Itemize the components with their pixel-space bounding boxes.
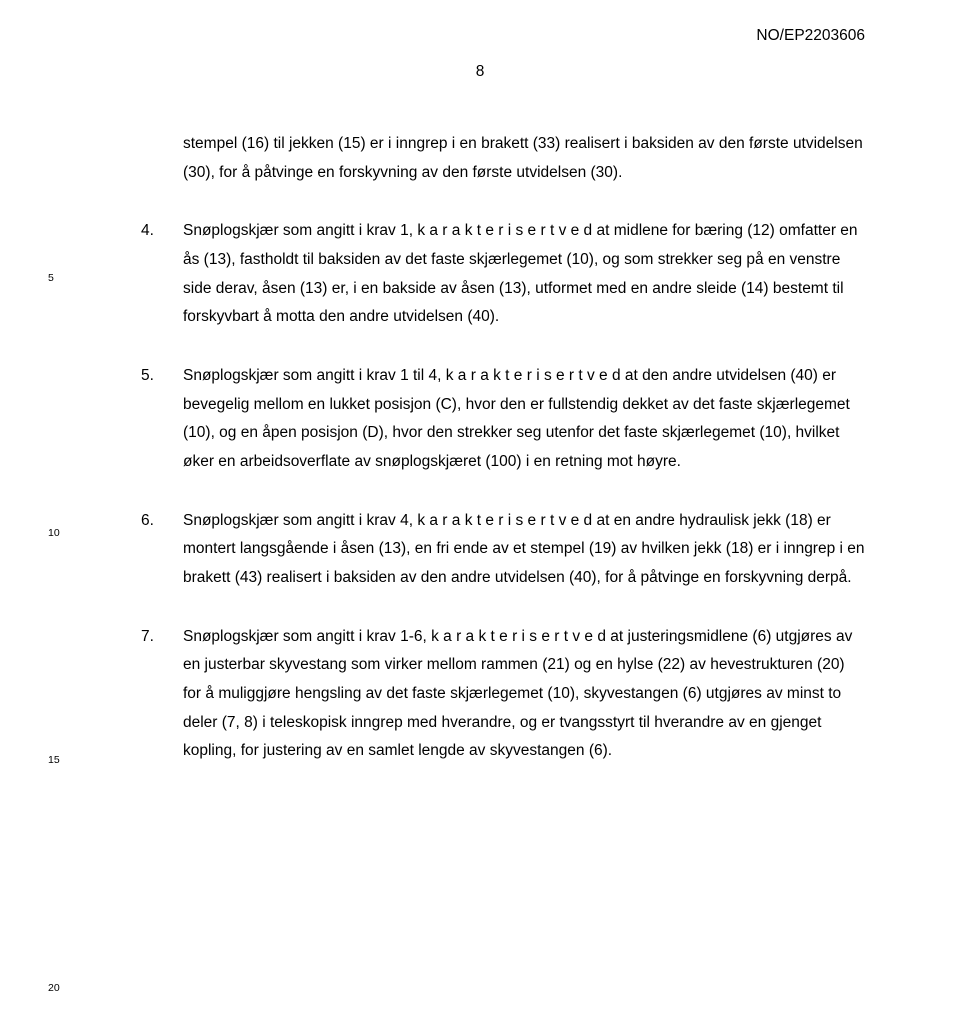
claim-7: 7. Snøplogskjær som angitt i krav 1-6, k…	[115, 623, 865, 766]
claim-5: 5. Snøplogskjær som angitt i krav 1 til …	[115, 362, 865, 477]
claim-body: Snøplogskjær som angitt i krav 1 til 4, …	[183, 362, 865, 477]
claim-characterized: k a r a k t e r i s e r t v e d	[417, 512, 596, 529]
claim-characterized: k a r a k t e r i s e r t v e d	[431, 628, 610, 645]
claim-text: at justeringsmidlene (6) utgjøres av en …	[183, 628, 852, 760]
claim-body: Snøplogskjær som angitt i krav 4, k a r …	[183, 507, 865, 593]
claim-lead: Snøplogskjær som angitt i krav 1 til 4,	[183, 367, 446, 384]
continuation-text: stempel (16) til jekken (15) er i inngre…	[183, 135, 863, 181]
claim-number: 4.	[141, 217, 183, 332]
claim-body: Snøplogskjær som angitt i krav 1-6, k a …	[183, 623, 865, 766]
page-number: 8	[476, 58, 485, 87]
claim-continuation: stempel (16) til jekken (15) er i inngre…	[183, 130, 865, 187]
document-id: NO/EP2203606	[756, 22, 865, 51]
claim-body: Snøplogskjær som angitt i krav 1, k a r …	[183, 217, 865, 332]
document-content: stempel (16) til jekken (15) er i inngre…	[115, 130, 865, 766]
claim-number: 5.	[141, 362, 183, 477]
claim-characterized: k a r a k t e r i s e r t v e d	[446, 367, 625, 384]
line-marker-5: 5	[48, 273, 54, 284]
claim-number: 7.	[141, 623, 183, 766]
claim-6: 6. Snøplogskjær som angitt i krav 4, k a…	[115, 507, 865, 593]
claim-lead: Snøplogskjær som angitt i krav 1-6,	[183, 628, 431, 645]
line-marker-10: 10	[48, 528, 60, 539]
claim-number: 6.	[141, 507, 183, 593]
claim-lead: Snøplogskjær som angitt i krav 1,	[183, 222, 417, 239]
claim-4: 4. Snøplogskjær som angitt i krav 1, k a…	[115, 217, 865, 332]
claim-lead: Snøplogskjær som angitt i krav 4,	[183, 512, 417, 529]
claim-characterized: k a r a k t e r i s e r t v e d	[417, 222, 596, 239]
line-marker-15: 15	[48, 755, 60, 766]
line-marker-20: 20	[48, 983, 60, 994]
